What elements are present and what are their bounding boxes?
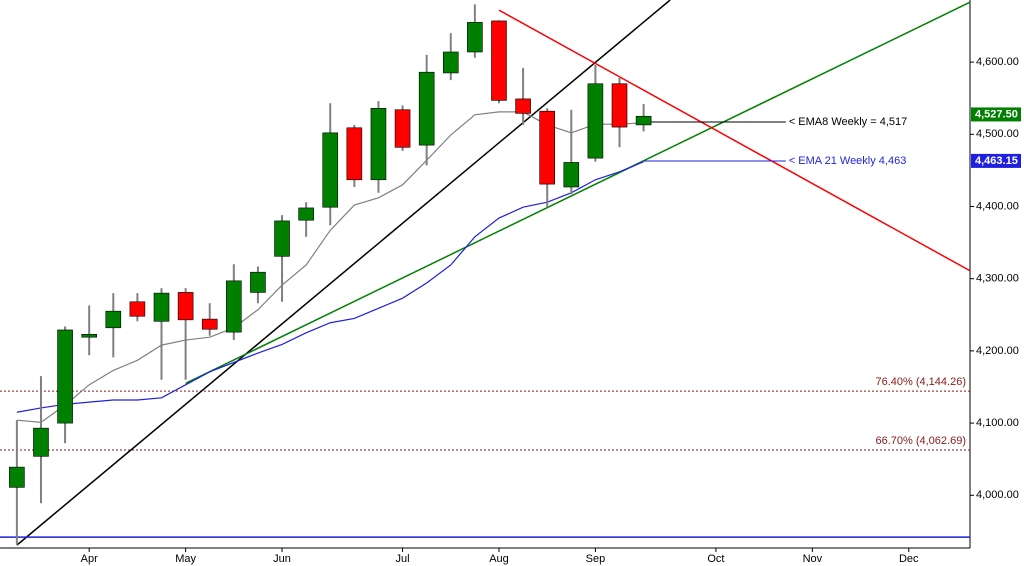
trend-line: [185, 1, 971, 385]
candle-body: [201, 318, 218, 330]
ema-label: < EMA8 Weekly = 4,517: [789, 116, 907, 128]
fib-label: 66.70% (4,062.69): [875, 435, 966, 447]
x-tick-label: May: [175, 553, 196, 565]
price-tag-label: 4,527.50: [975, 108, 1018, 120]
candle-body: [250, 271, 266, 293]
candle-body: [491, 20, 507, 101]
candle-body: [515, 98, 531, 114]
candle-body: [33, 427, 49, 457]
candle-body: [442, 51, 459, 74]
candle-body: [274, 220, 290, 257]
price-tag-label: 4,463.15: [975, 155, 1018, 167]
ema-line: [16, 161, 644, 413]
ema-line: [16, 111, 644, 423]
y-tick-label: 4,300.00: [976, 273, 1019, 285]
x-tick-label: Jul: [396, 553, 410, 565]
x-tick-label: Dec: [899, 553, 919, 565]
price-tag: [971, 153, 1021, 168]
x-tick-label: Sep: [586, 553, 606, 565]
candle-body: [370, 108, 387, 181]
candle-body: [346, 127, 363, 181]
candle-body: [467, 22, 483, 53]
y-tick-label: 4,100.00: [976, 417, 1019, 429]
candle-body: [177, 292, 194, 321]
y-tick-label: 4,600.00: [976, 56, 1019, 68]
candle-body: [129, 301, 146, 317]
candle-body: [563, 162, 580, 188]
candle-body: [153, 292, 170, 322]
candle-body: [298, 207, 314, 221]
candle-body: [418, 71, 435, 146]
x-tick-label: Nov: [803, 553, 823, 565]
y-tick-label: 4,500.00: [976, 128, 1019, 140]
x-tick-label: Jun: [273, 553, 291, 565]
candle-body: [635, 115, 652, 126]
candle-body: [9, 466, 25, 488]
y-tick-label: 4,400.00: [976, 200, 1019, 212]
candle-body: [587, 83, 604, 159]
x-tick-label: Oct: [707, 553, 724, 565]
candle-body: [81, 333, 97, 338]
candle-body: [394, 109, 411, 148]
y-tick-label: 4,000.00: [976, 489, 1019, 501]
fib-label: 76.40% (4,144.26): [875, 376, 966, 388]
x-tick-label: Aug: [489, 553, 509, 565]
trend-line: [16, 0, 671, 546]
candle-body: [611, 83, 628, 128]
price-tag: [971, 107, 1021, 122]
ema-label: < EMA 21 Weekly 4,463: [789, 155, 907, 167]
candle-body: [226, 280, 242, 333]
candle-body: [57, 329, 73, 424]
candle-body: [105, 310, 122, 329]
trend-line: [498, 9, 971, 272]
x-tick-label: Apr: [81, 553, 98, 565]
y-tick-label: 4,200.00: [976, 345, 1019, 357]
candle-body: [539, 110, 555, 185]
candle-body: [322, 132, 339, 208]
